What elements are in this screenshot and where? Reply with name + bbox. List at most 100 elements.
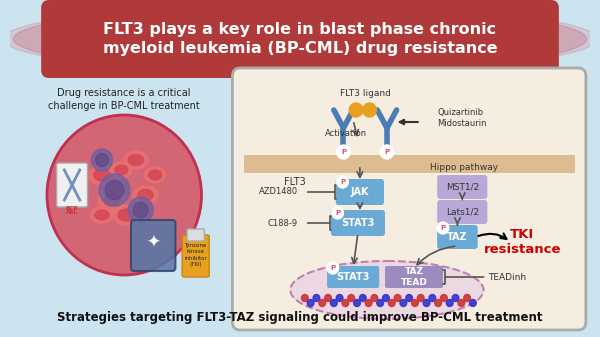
Circle shape	[440, 295, 447, 302]
Text: JAK: JAK	[350, 187, 369, 197]
Bar	[244, 155, 575, 173]
Circle shape	[332, 207, 343, 219]
Circle shape	[452, 295, 459, 302]
Circle shape	[331, 300, 337, 306]
Circle shape	[435, 300, 442, 306]
Text: Drug resistance is a critical
challenge in BP-CML treatment: Drug resistance is a critical challenge …	[49, 88, 200, 111]
FancyBboxPatch shape	[437, 175, 487, 199]
Text: Hippo pathway: Hippo pathway	[430, 163, 498, 173]
Circle shape	[470, 300, 476, 306]
Ellipse shape	[149, 170, 161, 180]
Ellipse shape	[113, 205, 140, 225]
Ellipse shape	[123, 151, 148, 169]
Circle shape	[383, 295, 389, 302]
Text: P: P	[330, 265, 335, 271]
Ellipse shape	[91, 207, 113, 223]
Ellipse shape	[95, 210, 109, 220]
Circle shape	[394, 295, 401, 302]
Ellipse shape	[133, 186, 158, 204]
FancyBboxPatch shape	[131, 220, 175, 271]
Circle shape	[363, 103, 376, 117]
Ellipse shape	[138, 190, 153, 201]
Circle shape	[105, 180, 124, 200]
Circle shape	[377, 300, 383, 306]
Ellipse shape	[13, 6, 587, 72]
Circle shape	[301, 295, 308, 302]
Circle shape	[327, 262, 338, 274]
Text: STAT3: STAT3	[337, 272, 370, 282]
Text: P: P	[340, 179, 345, 185]
FancyBboxPatch shape	[182, 235, 209, 277]
Circle shape	[47, 115, 202, 275]
FancyBboxPatch shape	[385, 266, 443, 288]
Ellipse shape	[128, 155, 143, 165]
FancyBboxPatch shape	[187, 229, 205, 241]
Circle shape	[325, 295, 331, 302]
Circle shape	[348, 295, 355, 302]
Ellipse shape	[145, 167, 166, 183]
Text: P: P	[440, 225, 446, 231]
Ellipse shape	[118, 209, 134, 221]
FancyBboxPatch shape	[336, 179, 384, 205]
Circle shape	[342, 300, 349, 306]
Text: Activation: Activation	[325, 128, 367, 137]
Ellipse shape	[94, 169, 110, 181]
Text: P: P	[341, 149, 346, 155]
Circle shape	[337, 145, 350, 159]
Circle shape	[319, 300, 326, 306]
FancyBboxPatch shape	[437, 200, 487, 224]
Text: TKI
resistance: TKI resistance	[484, 228, 561, 256]
Circle shape	[446, 300, 453, 306]
Text: Lats1/2: Lats1/2	[446, 208, 479, 216]
Ellipse shape	[104, 194, 120, 206]
Ellipse shape	[2, 5, 598, 73]
Circle shape	[128, 197, 153, 223]
Ellipse shape	[88, 165, 116, 185]
Text: Strategies targeting FLT3-TAZ signaling could improve BP-CML treatment: Strategies targeting FLT3-TAZ signaling …	[57, 311, 543, 325]
FancyBboxPatch shape	[56, 163, 88, 207]
Text: MST1/2: MST1/2	[446, 183, 479, 191]
Text: BCR: BCR	[66, 206, 79, 211]
Text: TEADinh: TEADinh	[488, 273, 526, 281]
FancyBboxPatch shape	[331, 210, 385, 236]
Text: P: P	[385, 149, 389, 155]
Circle shape	[353, 300, 361, 306]
Circle shape	[406, 295, 413, 302]
Circle shape	[365, 300, 372, 306]
Circle shape	[99, 174, 130, 206]
FancyBboxPatch shape	[327, 266, 379, 288]
Circle shape	[429, 295, 436, 302]
Circle shape	[388, 300, 395, 306]
Text: TAZ
TEAD: TAZ TEAD	[401, 267, 427, 287]
Circle shape	[336, 295, 343, 302]
Text: FLT3 plays a key role in blast phase chronic
myeloid leukemia (BP-CML) drug resi: FLT3 plays a key role in blast phase chr…	[103, 22, 497, 56]
Text: TAZ: TAZ	[447, 232, 468, 242]
Circle shape	[458, 300, 464, 306]
Circle shape	[418, 295, 424, 302]
Circle shape	[133, 202, 148, 218]
Circle shape	[380, 145, 394, 159]
FancyBboxPatch shape	[232, 68, 586, 330]
FancyBboxPatch shape	[41, 0, 559, 78]
Circle shape	[371, 295, 378, 302]
Text: Tyrosine
kinase
inhibitor
(TKI): Tyrosine kinase inhibitor (TKI)	[184, 243, 207, 267]
Ellipse shape	[110, 162, 132, 178]
Circle shape	[437, 222, 449, 234]
Circle shape	[400, 300, 407, 306]
Circle shape	[91, 149, 113, 171]
Circle shape	[95, 153, 109, 166]
Circle shape	[349, 103, 363, 117]
Circle shape	[313, 295, 320, 302]
Text: FLT3 ligand: FLT3 ligand	[340, 89, 391, 97]
Text: ABL: ABL	[66, 210, 78, 215]
Ellipse shape	[115, 165, 128, 175]
Text: AZD1480: AZD1480	[259, 187, 298, 196]
Circle shape	[412, 300, 418, 306]
Ellipse shape	[98, 190, 125, 210]
Circle shape	[337, 176, 348, 188]
Text: Quizartinib
Midostaurin: Quizartinib Midostaurin	[437, 108, 487, 128]
FancyBboxPatch shape	[437, 225, 478, 249]
Text: FLT3: FLT3	[284, 177, 306, 187]
Text: STAT3: STAT3	[341, 218, 374, 228]
Text: C188-9: C188-9	[268, 218, 298, 227]
